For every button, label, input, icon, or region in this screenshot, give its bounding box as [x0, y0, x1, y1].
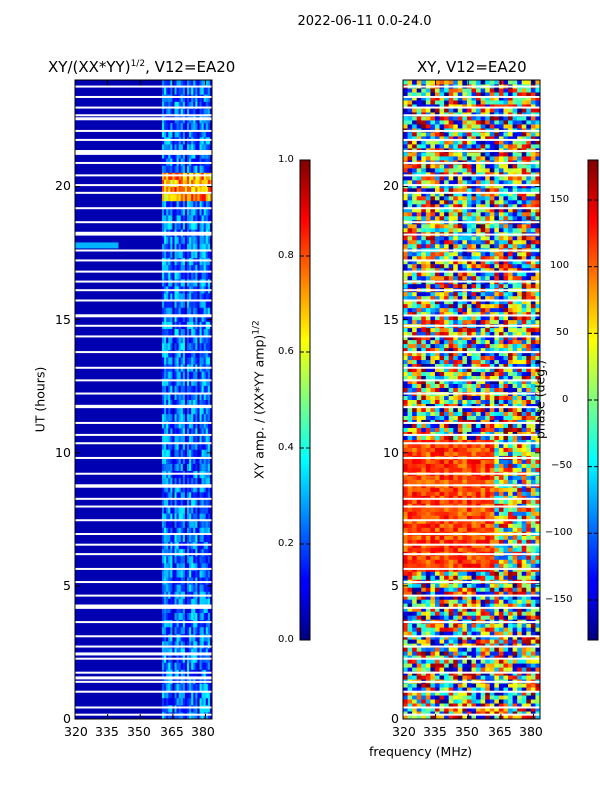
left-axes — [74, 79, 213, 720]
left-xtick-335: 335 — [95, 724, 119, 739]
left-title-rest: , V12=EA20 — [145, 58, 236, 76]
right-cb-tick-150: 150 — [550, 194, 570, 205]
left-ytick-5: 5 — [63, 578, 71, 593]
right-axes — [402, 79, 541, 720]
left-cb-label-main: XY amp. / (XX*YY amp) — [251, 334, 267, 479]
left-ytick-0: 0 — [63, 711, 71, 726]
right-cb-tick-50: 50 — [556, 327, 569, 338]
right-xtick-380: 380 — [519, 724, 543, 739]
left-title-sup: 1/2 — [130, 59, 146, 69]
right-colorbar-label: phase (deg.) — [532, 360, 548, 439]
left-cb-tick-3: 0.6 — [278, 346, 294, 357]
right-ytick-15: 15 — [383, 312, 399, 327]
left-colorbar — [299, 159, 311, 641]
right-cb-tick-100: 100 — [550, 260, 570, 271]
left-title-main: XY/(XX*YY) — [48, 58, 131, 76]
right-cb-tick-m100: −100 — [545, 527, 573, 538]
left-xtick-380: 380 — [191, 724, 215, 739]
right-cb-tick-m50: −50 — [551, 460, 573, 471]
right-panel-title: XY, V12=EA20 — [417, 58, 527, 76]
left-ylabel: UT (hours) — [32, 366, 48, 433]
left-ytick-20: 20 — [55, 178, 71, 193]
left-heatmap — [75, 80, 213, 720]
right-xtick-350: 350 — [455, 724, 479, 739]
right-ytick-0: 0 — [391, 711, 399, 726]
left-cb-tick-0: 0.0 — [278, 634, 294, 645]
left-xtick-320: 320 — [64, 724, 88, 739]
left-cb-tick-5: 1.0 — [278, 154, 294, 165]
right-ytick-5: 5 — [391, 578, 399, 593]
left-colorbar-label: XY amp. / (XX*YY amp)1/2 — [251, 305, 266, 495]
right-ytick-10: 10 — [383, 445, 399, 460]
left-xtick-365: 365 — [160, 724, 184, 739]
right-xtick-320: 320 — [392, 724, 416, 739]
xlabel: frequency (MHz) — [369, 744, 473, 759]
right-xtick-365: 365 — [488, 724, 512, 739]
left-cb-tick-2: 0.4 — [278, 442, 294, 453]
left-ytick-15: 15 — [55, 312, 71, 327]
left-ytick-10: 10 — [55, 445, 71, 460]
right-xtick-335: 335 — [423, 724, 447, 739]
left-cb-label-sup: 1/2 — [251, 320, 262, 335]
right-heatmap — [403, 80, 541, 720]
right-ytick-20: 20 — [383, 178, 399, 193]
left-cb-tick-4: 0.8 — [278, 250, 294, 261]
left-cb-tick-1: 0.2 — [278, 538, 294, 549]
right-cb-tick-0: 0 — [562, 394, 569, 405]
right-cb-tick-m150: −150 — [545, 594, 573, 605]
figure-suptitle: 2022-06-11 0.0-24.0 — [297, 14, 432, 29]
left-panel-title: XY/(XX*YY)1/2, V12=EA20 — [48, 58, 235, 76]
left-xtick-350: 350 — [127, 724, 151, 739]
